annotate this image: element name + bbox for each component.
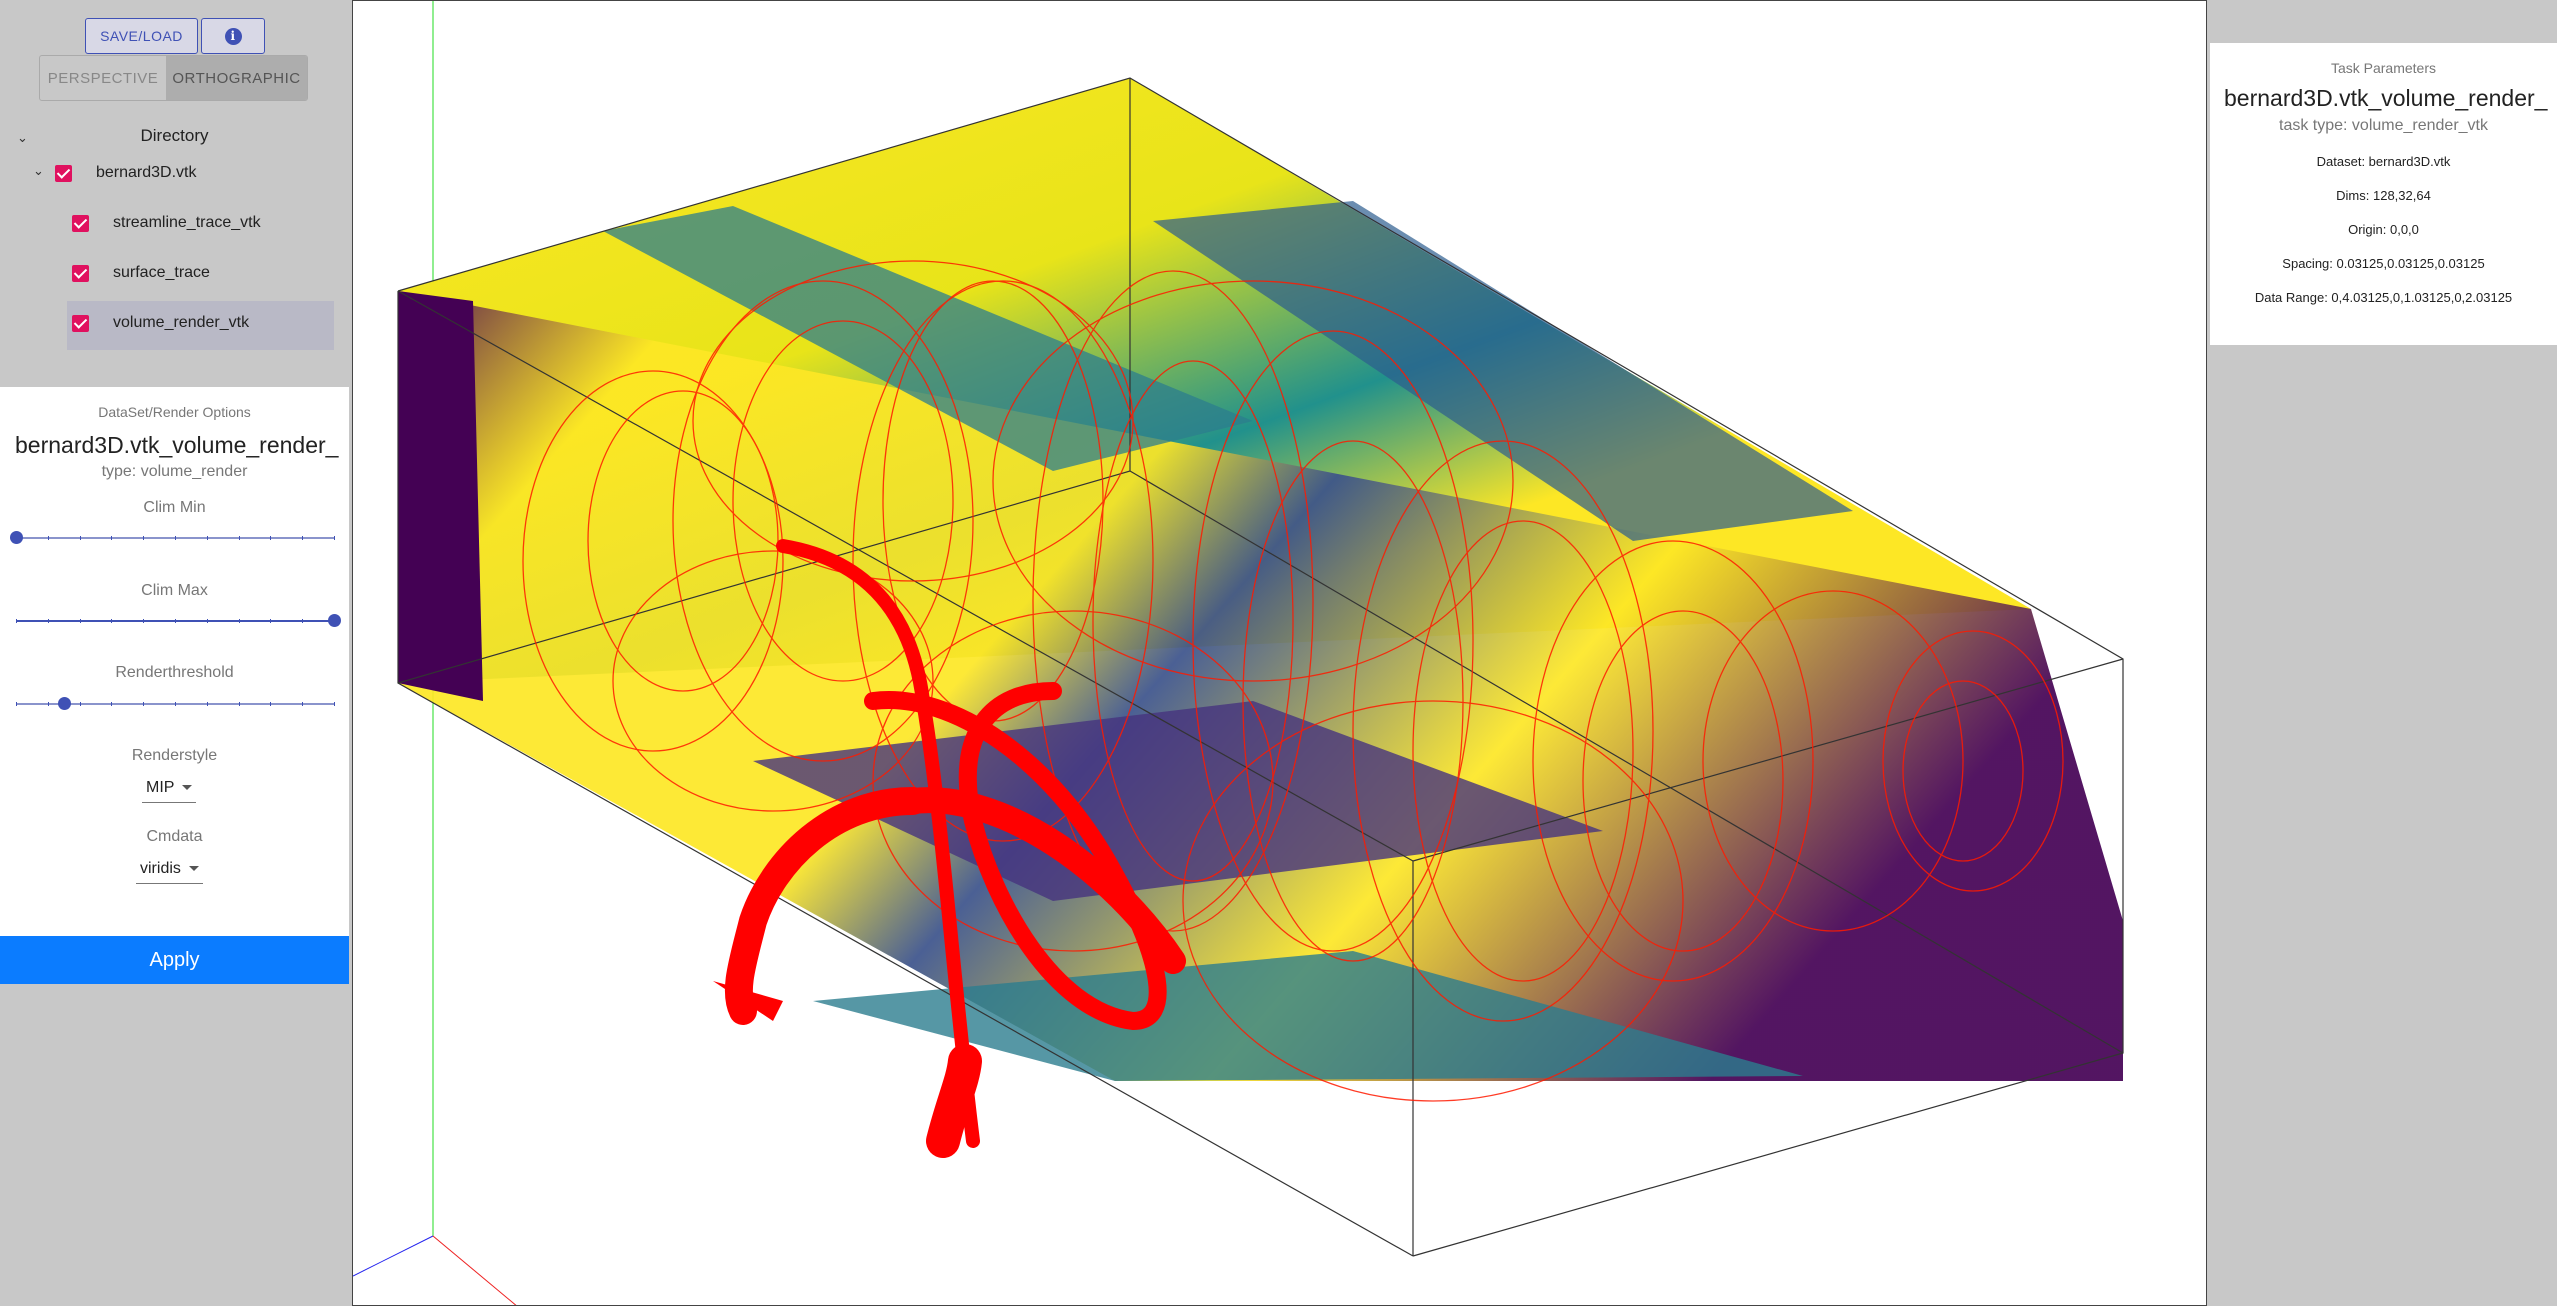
slider-tick [111, 619, 113, 623]
tree-item-label: streamline_trace_vtk [113, 214, 261, 231]
perspective-button[interactable]: PERSPECTIVE [47, 69, 159, 87]
clim-max-label: Clim Max [141, 582, 208, 599]
clim-min-label: Clim Min [143, 499, 206, 516]
param-dataset: Dataset: bernard3D.vtk [2316, 154, 2451, 169]
slider-tick [175, 619, 176, 623]
slider-tick [143, 702, 145, 706]
slider-tick [302, 702, 304, 706]
bounding-box [397, 77, 2124, 1257]
slider-tick [175, 702, 176, 706]
cmdata-value: viridis [140, 860, 181, 877]
cmdata-select[interactable]: viridis [136, 860, 203, 884]
slider-tick [79, 702, 81, 706]
renderstyle-label: Renderstyle [131, 747, 218, 764]
slider-thumb[interactable] [10, 531, 23, 544]
param-data-range: Data Range: 0,4.03125,0,1.03125,0,2.0312… [2254, 290, 2513, 305]
checkbox-volume-render[interactable] [72, 314, 89, 332]
param-origin: Origin: 0,0,0 [2348, 222, 2419, 237]
slider-tick [270, 536, 272, 540]
slider-tick [302, 536, 304, 540]
orthographic-button[interactable]: ORTHOGRAPHIC [166, 56, 307, 100]
renderthreshold-label: Renderthreshold [115, 664, 234, 681]
param-dims: Dims: 128,32,64 [2336, 188, 2431, 203]
slider-thumb[interactable] [328, 614, 341, 627]
render-viewport[interactable] [352, 0, 2207, 1306]
tree-item-label: bernard3D.vtk [96, 164, 197, 181]
slider-tick [47, 619, 49, 623]
surface-trace [724, 539, 1186, 1158]
renderstyle-select[interactable]: MIP [142, 779, 197, 803]
clim-min-slider[interactable] [10, 531, 335, 544]
panel-header: DataSet/Render Options [98, 404, 251, 420]
slider-thumb[interactable] [57, 697, 71, 710]
slider-tick [334, 536, 335, 540]
save-load-button[interactable]: SAVE/LOAD [85, 18, 198, 54]
render-options-panel: DataSet/Render Options bernard3D.vtk_vol… [0, 387, 349, 970]
x-axis-line [432, 1235, 517, 1305]
info-icon: i [224, 27, 242, 45]
volume-band [1153, 201, 1853, 541]
view-toggle: PERSPECTIVE ORTHOGRAPHIC [39, 55, 308, 101]
tree-item-label: surface_trace [113, 264, 210, 281]
slider-tick [302, 619, 304, 623]
task-parameters-header: Task Parameters [2330, 60, 2437, 76]
ribbon-tip [713, 981, 783, 1021]
left-sidebar: SAVE/LOAD i PERSPECTIVE ORTHOGRAPHIC ⌄ D… [0, 0, 349, 1306]
slider-tick [143, 619, 145, 623]
slider-tick [47, 536, 49, 540]
tree-item-label: volume_render_vtk [113, 314, 250, 331]
chevron-down-icon[interactable]: ⌄ [33, 163, 44, 178]
checkbox-root[interactable] [55, 164, 72, 182]
slider-tick [143, 536, 145, 540]
param-spacing: Spacing: 0.03125,0.03125,0.03125 [2282, 256, 2485, 271]
task-type: task type: volume_render_vtk [2279, 117, 2488, 134]
apply-button[interactable]: Apply [0, 936, 349, 984]
caret-down-icon [188, 866, 199, 872]
cmdata-label: Cmdata [146, 828, 203, 845]
tree-item-volume-render[interactable]: volume_render_vtk [72, 314, 249, 332]
dataset-type: type: volume_render [101, 463, 248, 480]
slider-tick [111, 536, 113, 540]
toolbar: SAVE/LOAD i [85, 18, 265, 54]
volume-left-face [398, 291, 483, 701]
renderthreshold-slider[interactable] [16, 697, 335, 710]
slider-tick [206, 619, 208, 623]
slider-tick [111, 702, 113, 706]
tree-item-streamline[interactable]: streamline_trace_vtk [72, 214, 261, 232]
streamlines [522, 260, 2064, 1102]
slider-tick [206, 702, 208, 706]
z-axis-line [353, 1235, 434, 1277]
caret-down-icon [182, 785, 193, 791]
clim-max-slider[interactable] [16, 614, 341, 627]
renderstyle-value: MIP [146, 779, 175, 796]
slider-tick [334, 702, 335, 706]
volume-band [603, 206, 1253, 471]
checkbox-streamline[interactable] [72, 214, 89, 232]
slider-tick [270, 619, 272, 623]
task-name: bernard3D.vtk_volume_render_ [2224, 85, 2548, 111]
slider-tick [238, 619, 240, 623]
slider-tick [47, 702, 49, 706]
slider-tick [238, 702, 240, 706]
slider-tick [79, 536, 81, 540]
slider-tick [79, 619, 81, 623]
slider-tick [238, 536, 240, 540]
tree-item-selected-highlight [67, 301, 334, 350]
directory-title: Directory [140, 126, 209, 145]
tree-item-root[interactable]: bernard3D.vtk [55, 164, 197, 182]
tree-item-surface[interactable]: surface_trace [72, 264, 210, 282]
task-parameters-panel: Task Parameters bernard3D.vtk_volume_ren… [2210, 43, 2557, 345]
slider-tick [206, 536, 208, 540]
slider-tick [175, 536, 176, 540]
render-canvas [353, 1, 2124, 1305]
chevron-down-icon[interactable]: ⌄ [17, 130, 28, 145]
info-button[interactable]: i [201, 18, 265, 54]
volume-front-face [398, 291, 2123, 1081]
slider-tick [16, 702, 17, 706]
dataset-name: bernard3D.vtk_volume_render_ [15, 432, 339, 458]
slider-tick [270, 702, 272, 706]
checkbox-surface[interactable] [72, 264, 89, 282]
slider-tick [16, 619, 17, 623]
